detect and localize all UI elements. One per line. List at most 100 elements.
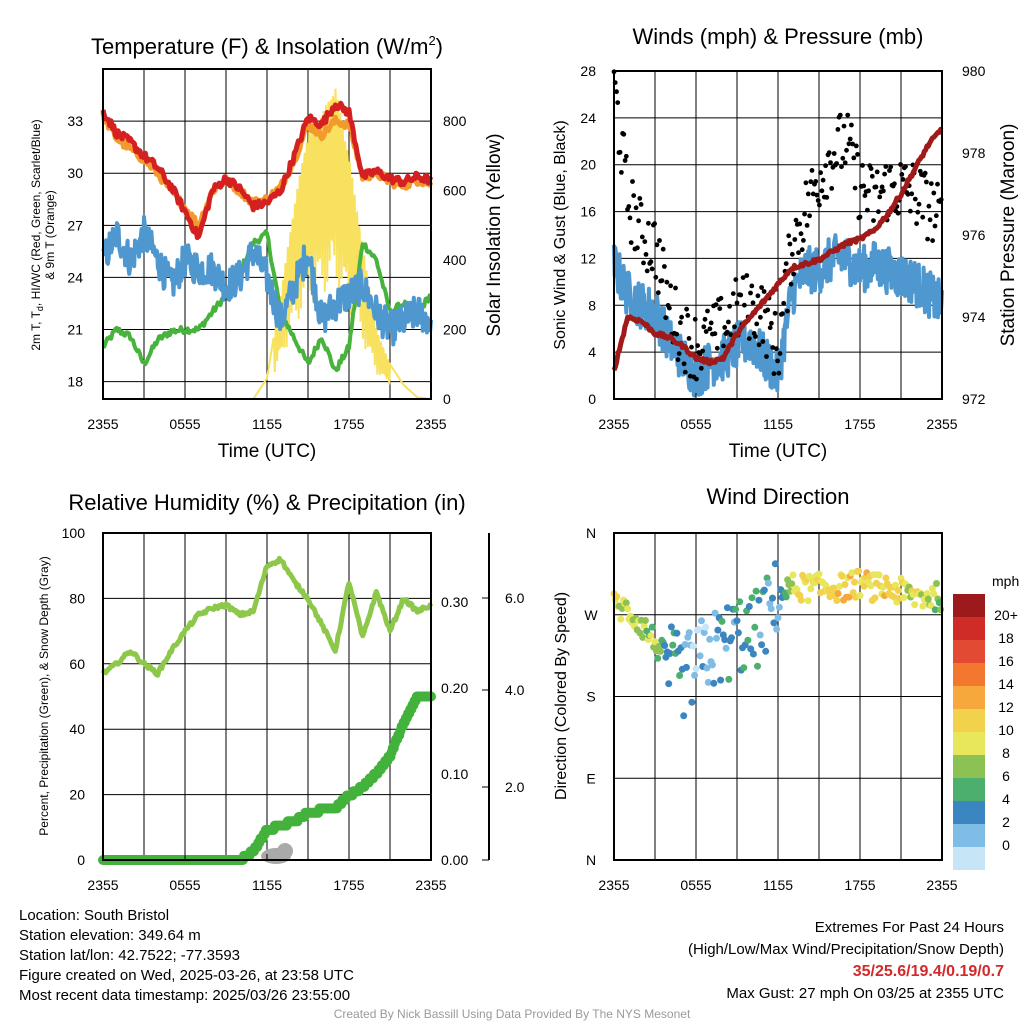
gust-point: [922, 170, 928, 176]
gust-point: [888, 164, 894, 170]
wind-direction-point: [732, 605, 740, 613]
temperature-y-axis-label: 2m T, Td, HI/WC (Red, Green, Scarlet/Blu…: [29, 119, 45, 350]
gust-point: [738, 292, 744, 298]
gust-point: [774, 346, 779, 352]
gust-point: [760, 339, 766, 344]
y-tick-label: 0: [588, 391, 596, 407]
x-tick-label: 0555: [169, 416, 200, 432]
gust-point: [819, 188, 825, 194]
gust-point: [750, 300, 756, 306]
gust-point: [927, 217, 933, 223]
speed-legend-label: 6: [1002, 768, 1010, 784]
gust-point: [799, 247, 805, 253]
wind-direction-point: [845, 593, 853, 601]
wind-direction-point: [771, 560, 779, 568]
x-tick-label: 1755: [333, 877, 364, 893]
wind-direction-point: [911, 601, 919, 609]
speed-legend-swatch: [953, 686, 985, 709]
x-tick-label: 1755: [333, 416, 364, 432]
wind-direction-point: [706, 635, 714, 643]
gust-point: [850, 141, 855, 147]
gust-point: [876, 209, 881, 215]
gust-point: [641, 260, 646, 266]
speed-legend-label: 18: [998, 630, 1014, 646]
gust-point: [668, 283, 673, 289]
x-tick-label: 1155: [252, 416, 282, 432]
gust-point: [748, 290, 753, 296]
speed-legend-title: mph: [992, 573, 1019, 589]
gust-point: [721, 343, 726, 349]
gust-point: [626, 204, 632, 209]
figure-created: Figure created on Wed, 2025-03-26, at 23…: [19, 967, 354, 984]
gust-point: [908, 208, 913, 214]
wind-direction-point: [700, 629, 708, 636]
gust-point: [726, 319, 731, 325]
gust-point: [780, 311, 785, 317]
wind-direction-point: [855, 567, 863, 575]
gust-point: [689, 344, 694, 350]
x-tick-label: 0555: [680, 416, 711, 432]
gust-point: [777, 351, 783, 356]
gust-point: [648, 259, 654, 265]
gust-point: [905, 191, 911, 197]
wind-direction-point: [702, 623, 710, 631]
x-tick-label: 1155: [763, 877, 793, 893]
gust-point: [916, 201, 922, 207]
wind-direction-point: [682, 663, 690, 671]
x-tick-label: 0555: [680, 877, 711, 893]
wind-direction-point: [688, 698, 696, 706]
wind-direction-point: [923, 590, 931, 598]
y-tick-label: 40: [69, 721, 85, 737]
gust-point: [839, 164, 844, 170]
gust-point: [753, 334, 758, 339]
wind-direction-point: [834, 590, 842, 597]
gust-point: [686, 336, 692, 341]
wind-direction-point: [695, 625, 703, 633]
gust-point: [786, 233, 792, 239]
wind-direction-point: [919, 602, 927, 610]
gust-point: [861, 183, 867, 189]
wind-direction-point: [676, 672, 684, 679]
gust-point: [615, 100, 621, 105]
x-tick-label: 1155: [763, 416, 793, 432]
gust-point: [881, 188, 886, 194]
gust-point: [678, 320, 683, 326]
wind-direction-point: [756, 631, 764, 639]
wind-direction-point: [894, 587, 902, 594]
speed-legend-swatch: [953, 801, 985, 824]
station-latlon: Station lat/lon: 42.7522; -77.3593: [19, 947, 241, 964]
gust-point: [764, 354, 769, 359]
wind-direction-point: [760, 586, 768, 594]
wind-direction-point: [937, 606, 945, 614]
gust-point: [638, 202, 644, 207]
wind-direction-point: [928, 585, 936, 592]
gust-point: [781, 300, 787, 306]
snow-depth-tick-label: 2.0: [505, 779, 525, 795]
speed-legend-swatch: [953, 663, 985, 686]
gust-point: [841, 123, 847, 129]
gust-point: [712, 331, 718, 337]
gust-point: [702, 316, 708, 322]
gust-point: [935, 181, 940, 187]
gust-point: [708, 320, 714, 326]
gust-point: [714, 345, 720, 351]
wind-direction-point: [740, 664, 748, 672]
gust-point: [727, 303, 732, 309]
wind-direction-point: [728, 634, 735, 642]
pressure-tick-label: 976: [962, 227, 986, 243]
gust-point: [829, 186, 835, 191]
x-tick-label: 2355: [87, 877, 118, 893]
gust-point: [783, 261, 789, 266]
temperature-chart-title: Temperature (F) & Insolation (W/m2): [91, 33, 443, 59]
max-gust: Max Gust: 27 mph On 03/25 at 2355 UTC: [726, 985, 1004, 1002]
y-tick-label: 100: [62, 525, 86, 541]
snow-depth-tick-label: 6.0: [505, 590, 525, 606]
speed-legend-label: 14: [998, 676, 1014, 692]
gust-point: [855, 152, 860, 157]
y-tick-label: 24: [67, 269, 83, 285]
wind-direction-point: [680, 712, 688, 720]
wind-direction-point: [640, 622, 648, 630]
gust-point: [785, 308, 790, 314]
wind-direction-series: [610, 560, 945, 720]
wind-direction-point: [647, 632, 655, 640]
